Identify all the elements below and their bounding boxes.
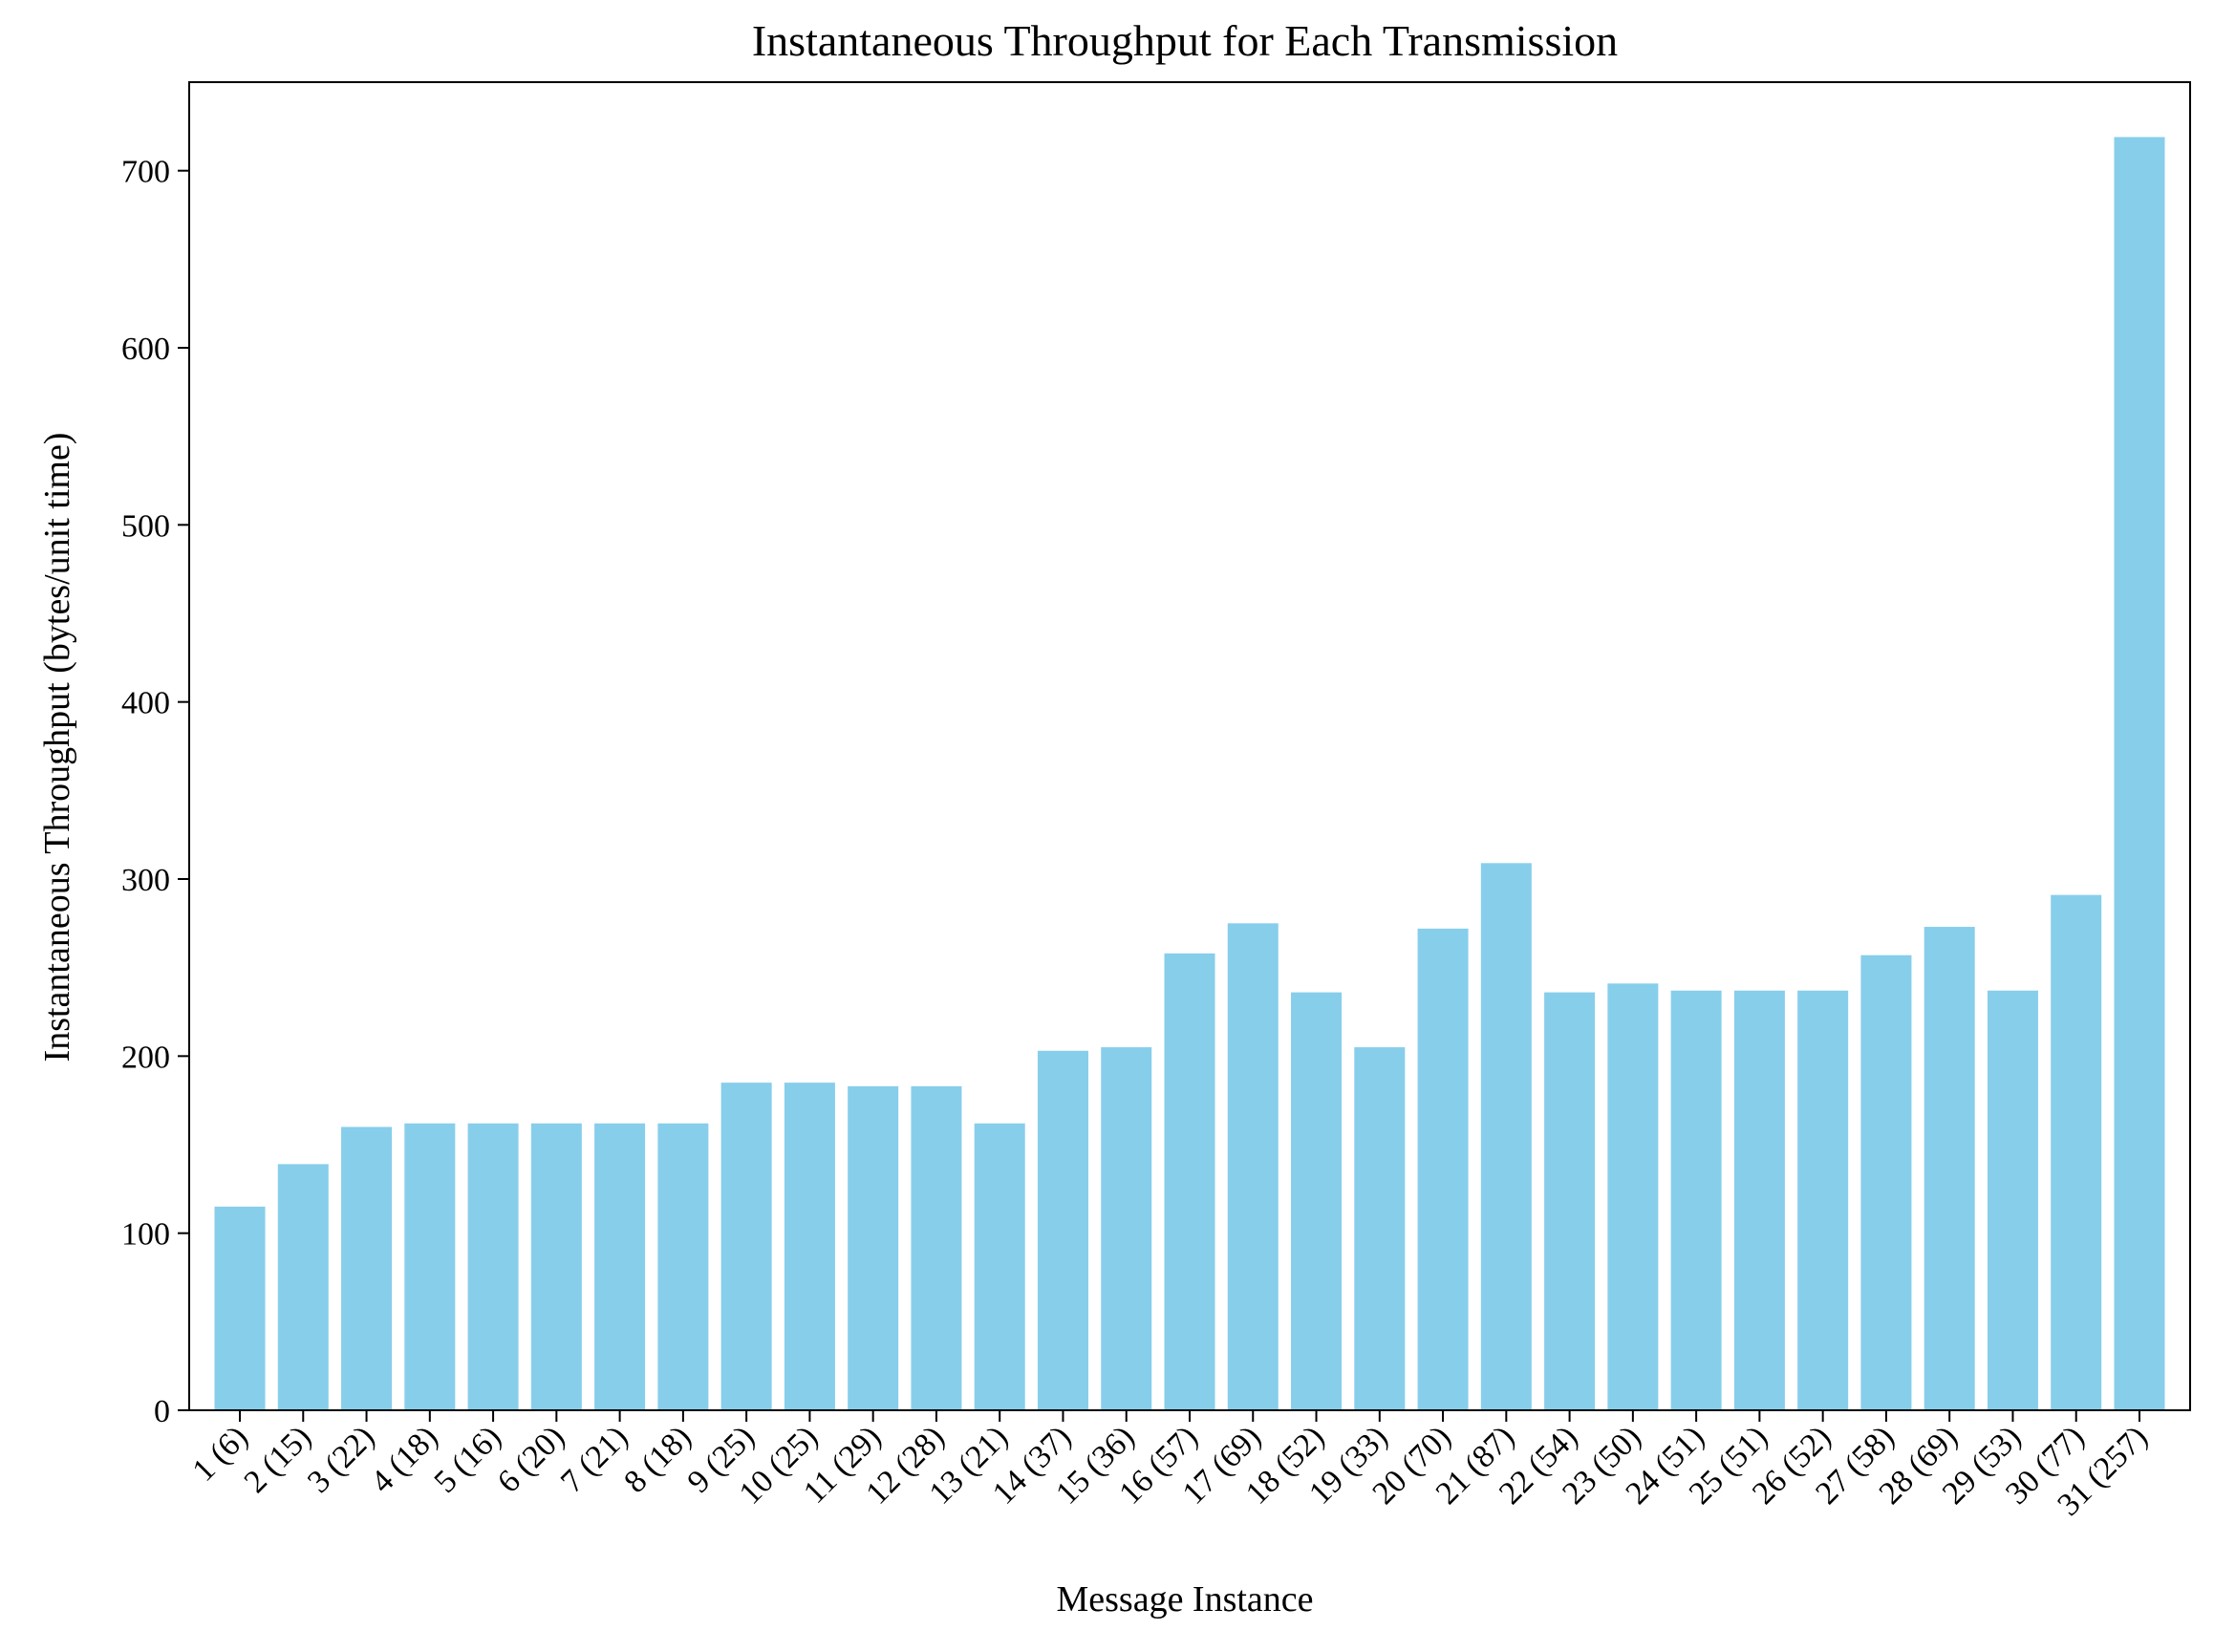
bar <box>594 1123 646 1410</box>
y-tick-label: 200 <box>121 1040 170 1075</box>
y-axis-label: Instantaneous Throughput (bytes/unit tim… <box>37 433 77 1062</box>
x-tick-label: 4 (18) <box>364 1419 444 1499</box>
y-axis-ticks: 0 100 200 300 400 500 600 700 <box>121 155 189 1429</box>
x-axis-label: Message Instance <box>1056 1579 1313 1620</box>
bar <box>1164 953 1215 1410</box>
bar <box>214 1206 266 1410</box>
y-tick-label: 400 <box>121 686 170 721</box>
bar <box>848 1085 899 1410</box>
bar <box>911 1085 962 1410</box>
bar <box>1544 992 1596 1410</box>
x-tick-label: 3 (22) <box>301 1419 381 1499</box>
bar <box>1101 1047 1152 1410</box>
bar <box>1860 955 1912 1410</box>
bar <box>530 1123 582 1410</box>
bar <box>1607 983 1659 1410</box>
bar <box>277 1164 329 1410</box>
x-tick-label: 5 (16) <box>427 1419 507 1499</box>
y-tick-label: 300 <box>121 863 170 898</box>
plot-frame <box>188 81 2191 1411</box>
y-tick-label: 500 <box>121 508 170 544</box>
bar <box>720 1083 772 1410</box>
bar <box>1670 990 1722 1410</box>
y-tick-label: 0 <box>154 1394 170 1429</box>
x-tick-label: 2 (15) <box>238 1419 318 1499</box>
x-tick-label: 7 (21) <box>554 1419 634 1499</box>
bar <box>1733 990 1785 1410</box>
bar <box>974 1123 1025 1410</box>
x-axis-ticks: 1 (6)2 (15)3 (22)4 (18)5 (16)6 (20)7 (21… <box>185 1410 2155 1523</box>
bar <box>784 1083 835 1410</box>
y-tick-label: 600 <box>121 332 170 367</box>
bar <box>1797 990 1849 1410</box>
x-tick-label: 6 (20) <box>491 1419 571 1499</box>
bar <box>404 1123 456 1410</box>
bar <box>2114 137 2165 1410</box>
bar <box>1354 1047 1406 1410</box>
bar <box>1291 992 1343 1410</box>
chart-title: Instantaneous Throughput for Each Transm… <box>752 16 1618 65</box>
bars-group <box>214 137 2165 1410</box>
bar <box>1037 1050 1088 1410</box>
x-tick-label: 8 (18) <box>617 1419 698 1499</box>
bar <box>341 1126 393 1410</box>
bar <box>2051 894 2102 1410</box>
y-tick-label: 100 <box>121 1217 170 1253</box>
y-tick-label: 700 <box>121 155 170 190</box>
bar <box>1924 927 1975 1410</box>
bar <box>1987 990 2038 1410</box>
bar <box>1480 863 1532 1410</box>
bar <box>467 1123 519 1410</box>
bar <box>657 1123 709 1410</box>
bar <box>1227 923 1279 1410</box>
bar <box>1417 928 1469 1410</box>
